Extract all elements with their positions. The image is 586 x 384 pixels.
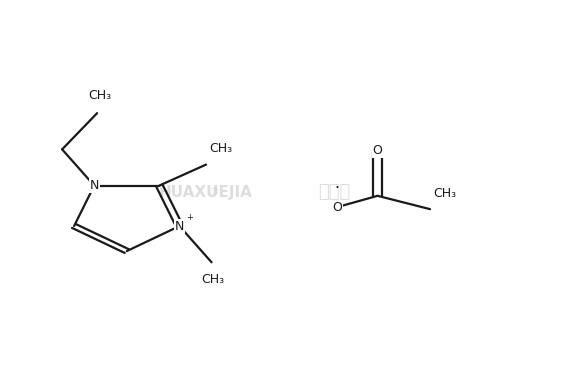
Text: CH₃: CH₃ [209, 142, 232, 155]
Text: 化学加: 化学加 [318, 183, 350, 201]
Text: O: O [373, 144, 383, 157]
Text: CH₃: CH₃ [433, 187, 456, 200]
Text: O: O [332, 201, 342, 214]
Text: +: + [186, 213, 193, 222]
Text: CH₃: CH₃ [88, 89, 111, 103]
Text: ®: ® [212, 187, 220, 197]
Text: ·: · [334, 181, 339, 196]
Text: N: N [90, 179, 99, 192]
Text: N: N [175, 220, 184, 233]
Text: HUAXUEJIA: HUAXUEJIA [159, 184, 253, 200]
Text: CH₃: CH₃ [202, 273, 225, 286]
